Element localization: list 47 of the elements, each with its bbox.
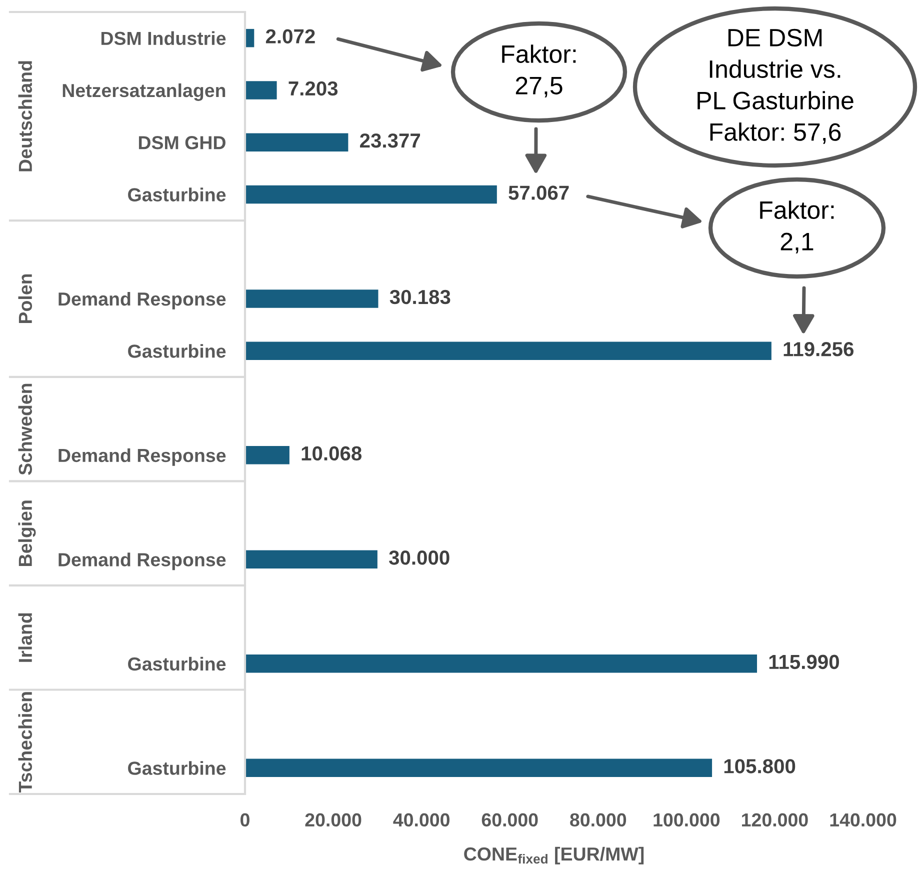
text: Tschechien [18, 692, 32, 793]
data-label: 30.000 [389, 550, 450, 565]
y-tick-label: Gasturbine [128, 761, 226, 775]
y-tick-label: Netzersatzanlagen [62, 83, 226, 101]
bar [245, 758, 712, 778]
data-label: 57.067 [508, 186, 569, 200]
y-tick-label: Demand Response [58, 292, 226, 310]
annotation: DE DSM Industrie vs. PL Gasturbine Faktor: 57,6 [698, 28, 854, 144]
y-tick-label: Gasturbine [128, 188, 226, 202]
x-tick-label: 140.000 [830, 813, 896, 827]
bar [245, 550, 378, 569]
annotation: Faktor: 2,1 [760, 200, 834, 254]
x-tick-label: 80.000 [570, 813, 626, 827]
data-label: 7.203 [288, 81, 338, 96]
y-tick-label: Gasturbine [128, 656, 226, 671]
text: Irland [18, 613, 32, 662]
text: Schweden [18, 384, 32, 475]
x-axis-title: CONE$_{fixed}$ [EUR/MW] [464, 846, 644, 864]
text: Polen [18, 274, 32, 324]
y-tick-label: DSM GHD [138, 136, 226, 150]
x-tick-label: 60.000 [482, 813, 538, 827]
y-tick-label: Demand Response [58, 448, 226, 466]
data-label: 119.256 [784, 342, 854, 356]
bar [245, 290, 378, 308]
bar [245, 185, 497, 204]
annotation: Faktor: 27,5 [502, 44, 576, 98]
bar [245, 81, 277, 100]
data-label: 30.183 [390, 290, 450, 304]
bar [245, 446, 290, 464]
data-label: 2.072 [266, 29, 315, 44]
x-tick-label: 40.000 [393, 813, 450, 827]
y-tick-label: Demand Response [58, 552, 226, 570]
text: Deutschland [18, 61, 32, 172]
bar [245, 342, 772, 360]
x-tick-label: 120.000 [742, 813, 808, 827]
bar [245, 654, 758, 673]
data-label: 105.800 [724, 759, 796, 774]
data-label: 10.068 [302, 446, 362, 461]
x-tick-label: 100.000 [654, 813, 720, 827]
y-tick-label: DSM Industrie [101, 31, 226, 46]
x-tick-label: 0 [240, 813, 250, 827]
text: Belgien [18, 500, 36, 566]
bar [245, 133, 348, 152]
data-label: 23.377 [360, 133, 420, 148]
x-tick-label: 20.000 [305, 813, 362, 827]
y-tick-label: Gasturbine [128, 344, 226, 358]
data-label: 115.990 [769, 654, 839, 670]
